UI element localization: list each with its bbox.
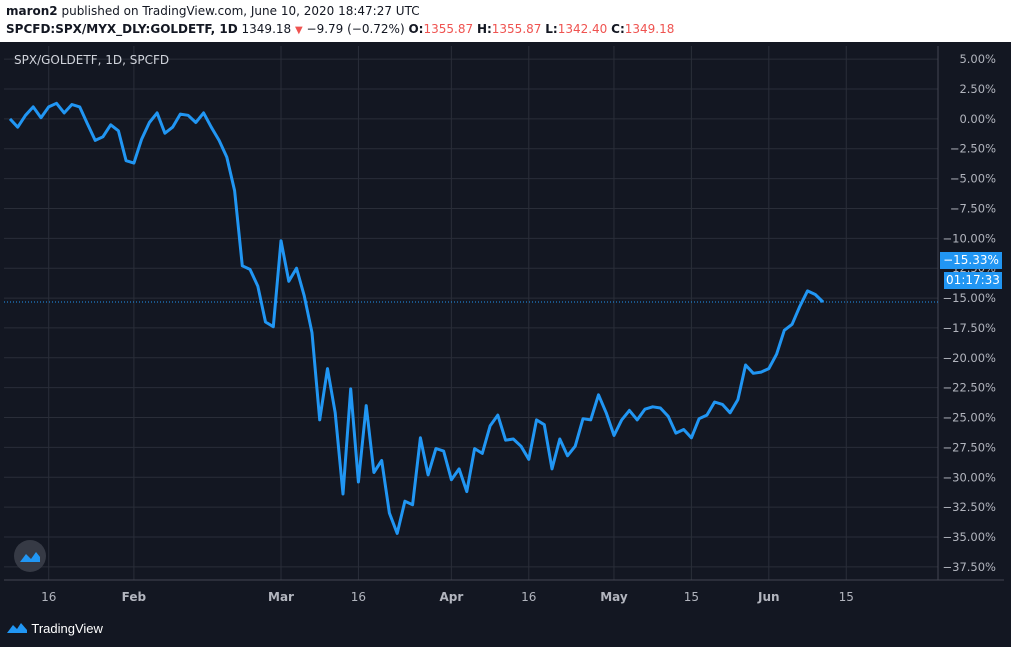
symbol-label: SPCFD:SPX/MYX_DLY:GOLDETF, 1D [6,22,238,36]
y-axis[interactable]: 5.00% 2.50% 0.00% −2.50% −5.00% −7.50% −10.00%… [943,52,997,574]
x-tick-label: Apr [439,590,463,604]
x-tick-label: 15 [684,590,699,604]
y-tick-label: −7.50% [950,201,996,215]
change-value: −9.79 (−0.72%) [306,22,405,36]
last-price: 1349.18 [241,22,292,36]
high-label: H: [476,22,492,36]
x-tick-label: 15 [839,590,854,604]
countdown-tag: 01:17:33 [944,272,1002,289]
y-tick-label: 5.00% [959,52,996,66]
y-tick-label: 0.00% [959,112,996,126]
x-axis[interactable]: 16 Feb Mar 16 Apr 16 May 15 Jun 15 [41,590,854,604]
low-value: 1342.40 [557,22,608,36]
high-value: 1355.87 [491,22,542,36]
series-line[interactable] [8,101,825,535]
x-tick-label: Mar [268,590,294,604]
x-tick-label: Feb [122,590,147,604]
low-label: L: [545,22,558,36]
y-tick-label: −20.00% [943,351,997,365]
ohlc-line: SPCFD:SPX/MYX_DLY:GOLDETF, 1D 1349.18 ▼ … [6,22,674,36]
y-tick-label: −30.00% [943,470,997,484]
x-tick-label: 16 [351,590,366,604]
tradingview-cloud-icon [7,623,27,633]
chart-legend-title[interactable]: SPX/GOLDETF, 1D, SPCFD [14,53,170,67]
x-tick-label: 16 [521,590,536,604]
x-tick-label: 16 [41,590,56,604]
y-tick-label: −15.00% [943,291,997,305]
published-text: published on TradingView.com, June 10, 2… [57,4,420,18]
y-tick-label: −17.50% [943,321,997,335]
y-tick-label: −10.00% [943,231,997,245]
brand-name: TradingView [31,621,103,636]
publish-line: maron2 published on TradingView.com, Jun… [6,4,420,18]
down-triangle-icon: ▼ [294,25,303,36]
y-tick-label: −2.50% [950,142,996,156]
y-tick-label: 2.50% [959,82,996,96]
open-value: 1355.87 [423,22,474,36]
y-tick-label: −25.00% [943,411,997,425]
close-value: 1349.18 [624,22,675,36]
y-tick-label: −37.50% [943,560,997,574]
chart-svg[interactable]: 5.00% 2.50% 0.00% −2.50% −5.00% −7.50% −10.00%… [0,42,1011,611]
y-tick-label: −27.50% [943,440,997,454]
footer: TradingView [0,611,1011,647]
publish-header: maron2 published on TradingView.com, Jun… [0,0,1011,42]
x-tick-label: Jun [757,590,780,604]
grid-lines [4,46,938,580]
y-tick-label: −35.00% [943,530,997,544]
author-name[interactable]: maron2 [6,4,58,18]
close-label: C: [611,22,625,36]
y-tick-label: −5.00% [950,172,996,186]
chart-area[interactable]: 5.00% 2.50% 0.00% −2.50% −5.00% −7.50% −10.00%… [0,42,1011,611]
open-label: O: [408,22,424,36]
last-price-tag: −15.33% [940,252,1002,269]
y-tick-label: −22.50% [943,381,997,395]
tradingview-logo[interactable]: TradingView [6,621,103,636]
x-tick-label: May [600,590,628,604]
tradingview-watermark-icon [14,540,46,572]
y-tick-label: −32.50% [943,500,997,514]
